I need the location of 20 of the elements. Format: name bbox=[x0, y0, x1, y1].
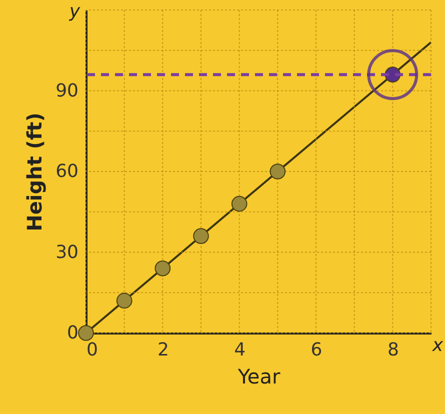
y-tick-label: 90 bbox=[56, 80, 78, 102]
y-axis-title: Height (ft) bbox=[22, 112, 47, 232]
text: x bbox=[431, 335, 444, 356]
text: y bbox=[68, 1, 80, 22]
point bbox=[154, 260, 171, 276]
point bbox=[116, 292, 132, 309]
y-tick-label: 0 bbox=[67, 322, 78, 344]
point bbox=[78, 325, 94, 341]
x-tick-label: 4 bbox=[234, 340, 246, 360]
y-tick-label: 30 bbox=[56, 242, 78, 263]
y-tick-label: 60 bbox=[56, 161, 78, 182]
x-axis-title: Year bbox=[236, 364, 281, 388]
point bbox=[193, 228, 209, 244]
point bbox=[231, 196, 248, 212]
point bbox=[367, 49, 418, 100]
x-tick-label: 2 bbox=[157, 340, 169, 360]
x-tick-label: 6 bbox=[310, 340, 322, 360]
point bbox=[270, 164, 286, 180]
x-tick-label: 0 bbox=[86, 340, 98, 360]
x-tick-label: 8 bbox=[387, 340, 399, 360]
